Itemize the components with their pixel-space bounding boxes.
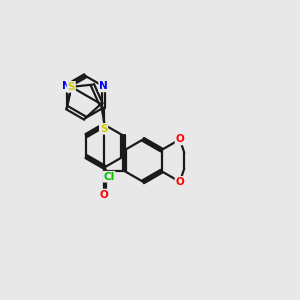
Text: O: O xyxy=(176,177,184,187)
Text: O: O xyxy=(99,190,108,200)
Text: Cl: Cl xyxy=(103,172,115,182)
Text: S: S xyxy=(100,124,107,134)
Text: S: S xyxy=(68,82,75,92)
Text: N: N xyxy=(62,81,71,92)
Text: N: N xyxy=(99,81,108,92)
Text: O: O xyxy=(176,134,184,144)
